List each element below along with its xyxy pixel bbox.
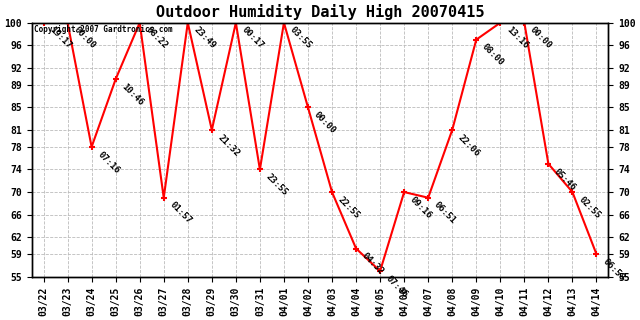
Text: 21:32: 21:32 — [216, 133, 241, 158]
Text: 00:17: 00:17 — [240, 26, 266, 51]
Text: 13:16: 13:16 — [504, 26, 530, 51]
Text: 01:57: 01:57 — [168, 201, 193, 226]
Text: 07:46: 07:46 — [384, 274, 410, 299]
Text: 06:58: 06:58 — [600, 257, 626, 282]
Text: 03:55: 03:55 — [288, 26, 314, 51]
Text: 22:55: 22:55 — [336, 195, 362, 220]
Text: 09:16: 09:16 — [408, 195, 434, 220]
Text: 10:46: 10:46 — [120, 82, 145, 107]
Text: 07:16: 07:16 — [96, 150, 121, 175]
Title: Outdoor Humidity Daily High 20070415: Outdoor Humidity Daily High 20070415 — [156, 4, 484, 20]
Text: Copyright 2007 Gardtronics.com: Copyright 2007 Gardtronics.com — [35, 25, 173, 34]
Text: 00:00: 00:00 — [72, 26, 97, 51]
Text: 19:17: 19:17 — [48, 26, 73, 51]
Text: 04:32: 04:32 — [360, 251, 385, 277]
Text: 06:51: 06:51 — [433, 201, 458, 226]
Text: 00:00: 00:00 — [529, 26, 554, 51]
Text: 05:46: 05:46 — [552, 167, 578, 192]
Text: 23:55: 23:55 — [264, 172, 289, 198]
Text: 22:06: 22:06 — [456, 133, 482, 158]
Text: 08:00: 08:00 — [481, 43, 506, 68]
Text: 08:22: 08:22 — [144, 26, 169, 51]
Text: 02:55: 02:55 — [577, 195, 602, 220]
Text: 00:00: 00:00 — [312, 110, 337, 136]
Text: 23:49: 23:49 — [192, 26, 218, 51]
